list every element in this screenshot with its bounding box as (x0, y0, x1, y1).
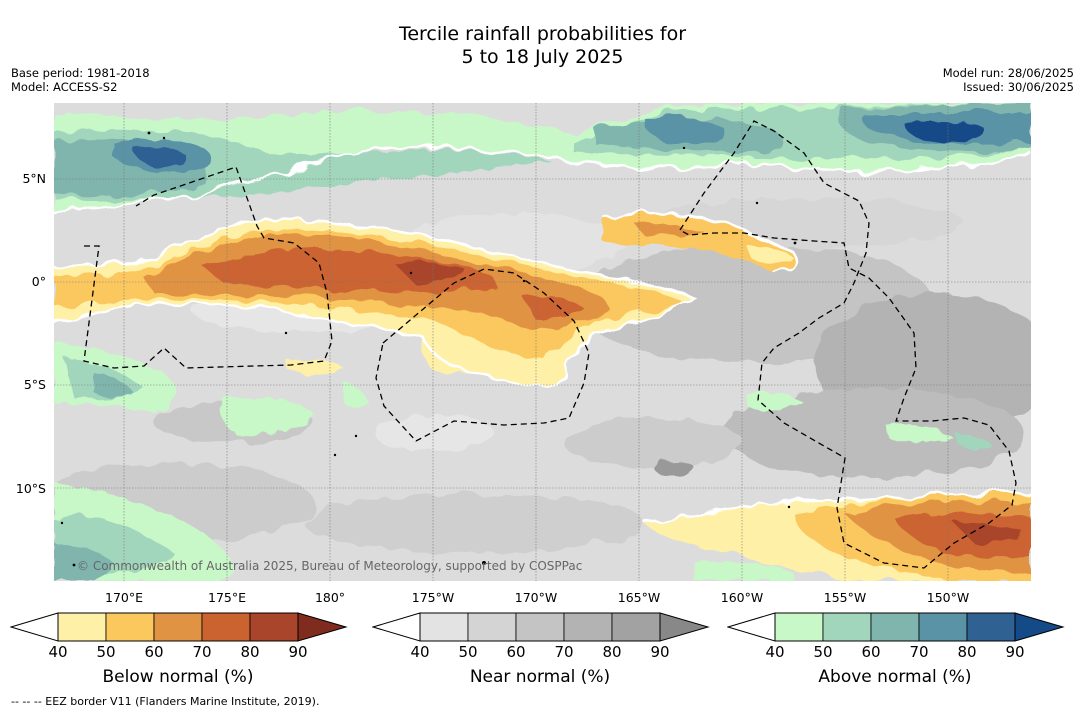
colorbar-below-tick: 40 (48, 643, 68, 661)
colorbar-above-tick: 40 (765, 643, 785, 661)
lon-label-155w: 155°W (823, 590, 867, 605)
colorbar-near-tick: 40 (410, 643, 430, 661)
colorbar-near-tick: 80 (602, 643, 622, 661)
colorbar-below-tick: 50 (96, 643, 116, 661)
map-title-line1: Tercile rainfall probabilities for (398, 23, 687, 45)
colorbar-above-title: Above normal (%) (818, 667, 972, 687)
lon-label-160w: 160°W (720, 590, 764, 605)
colorbar-segment (774, 612, 824, 642)
colorbar-near-tick: 60 (506, 643, 526, 661)
lon-label-180: 180° (314, 590, 346, 605)
colorbar-segment (966, 612, 1016, 642)
map-copyright: © Commonwealth of Australia 2025, Bureau… (77, 559, 582, 573)
colorbar-segment (611, 612, 661, 642)
model-info: Base period: 1981-2018 Model: ACCESS-S2 (11, 66, 150, 94)
colorbar-near-tick: 90 (650, 643, 670, 661)
colorbar-below-tick: 90 (288, 643, 308, 661)
colorbar-above-tick: 60 (861, 643, 881, 661)
lat-label-10s: 10°S (15, 481, 46, 496)
colorbar-near-over-arrow (659, 612, 710, 642)
lon-label-175e: 175°E (207, 590, 247, 605)
colorbar-below-normal (10, 612, 348, 642)
colorbar-above-under-arrow (727, 612, 776, 642)
model-name: Model: ACCESS-S2 (11, 80, 118, 94)
colorbar-segment (467, 612, 517, 642)
colorbar-below-tick: 70 (192, 643, 212, 661)
lat-label-5s: 5°S (23, 377, 46, 392)
colorbar-below-under-arrow (10, 612, 59, 642)
colorbar-near-tick: 50 (458, 643, 478, 661)
below-normal-equatorial (54, 213, 797, 385)
colorbar-segment (105, 612, 155, 642)
issued-date: Issued: 30/06/2025 (963, 80, 1074, 94)
lon-label-170e: 170°E (104, 590, 144, 605)
lon-label-175w: 175°W (411, 590, 455, 605)
lon-label-170w: 170°W (514, 590, 558, 605)
colorbar-near-normal (372, 612, 710, 642)
lon-label-165w: 165°W (617, 590, 661, 605)
colorbar-segment (870, 612, 920, 642)
lon-label-150w: 150°W (926, 590, 970, 605)
graticule (54, 103, 1031, 581)
eez-borders (83, 120, 1017, 569)
model-run-date: Model run: 28/06/2025 (942, 66, 1074, 80)
colorbar-above-tick: 70 (909, 643, 929, 661)
base-period: Base period: 1981-2018 (11, 66, 150, 80)
colorbar-below-title: Below normal (%) (102, 667, 254, 687)
eez-legend-note: -- -- -- EEZ border V11 (Flanders Marine… (11, 695, 320, 708)
colorbar-near-title: Near normal (%) (469, 667, 611, 687)
colorbar-segment (419, 612, 469, 642)
islands (60, 131, 797, 567)
colorbar-below-tick: 80 (240, 643, 260, 661)
colorbar-below-tick: 60 (144, 643, 164, 661)
colorbar-segment (249, 612, 299, 642)
colorbar-above-tick: 90 (1005, 643, 1025, 661)
contour-outlines (54, 145, 1031, 525)
colorbar-above-normal (727, 612, 1065, 642)
colorbar-segment (918, 612, 968, 642)
lat-label-equator: 0° (31, 274, 46, 289)
colorbar-below-over-arrow (297, 612, 348, 642)
colorbar-segment (563, 612, 613, 642)
colorbar-near-tick: 70 (554, 643, 574, 661)
colorbar-segment (57, 612, 107, 642)
run-info: Model run: 28/06/2025 Issued: 30/06/2025 (943, 66, 1074, 94)
colorbar-segment (153, 612, 203, 642)
colorbar-segment (822, 612, 872, 642)
colorbar-above-tick: 50 (813, 643, 833, 661)
colorbar-above-over-arrow (1014, 612, 1065, 642)
map-title-line2: 5 to 18 July 2025 (461, 46, 624, 68)
colorbar-above-tick: 80 (957, 643, 977, 661)
colorbar-segment (515, 612, 565, 642)
lat-label-5n: 5°N (22, 171, 46, 186)
above-normal-north (54, 103, 1031, 213)
rainfall-map: © Commonwealth of Australia 2025, Bureau… (54, 103, 1031, 581)
colorbar-segment (201, 612, 251, 642)
colorbar-near-under-arrow (372, 612, 421, 642)
